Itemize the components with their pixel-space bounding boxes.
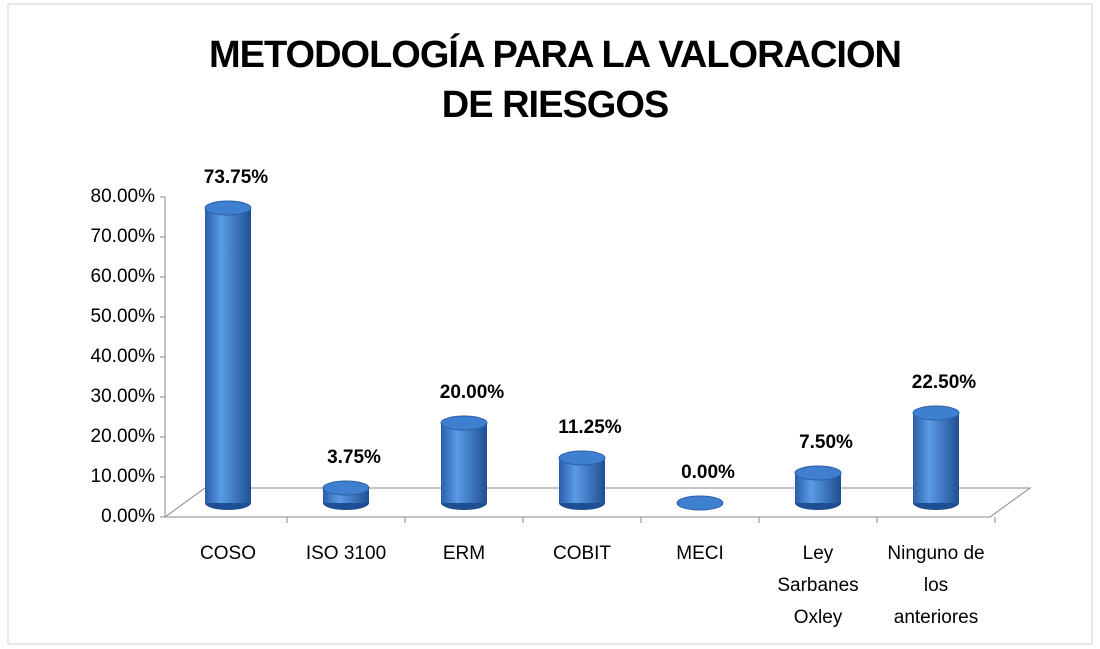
bar-top xyxy=(322,480,370,496)
bar-top xyxy=(440,415,488,431)
value-label: 20.00% xyxy=(440,382,505,403)
y-tick-label: 80.00% xyxy=(91,186,156,207)
y-tick-label: 10.00% xyxy=(91,466,156,487)
bar xyxy=(205,208,251,503)
x-tick-label: MECI xyxy=(676,543,724,564)
value-label: 22.50% xyxy=(912,372,977,393)
value-label: 3.75% xyxy=(327,447,381,468)
bar-top xyxy=(676,495,724,511)
value-label: 7.50% xyxy=(799,432,853,453)
bar-top xyxy=(558,450,606,466)
value-label: 11.25% xyxy=(558,417,621,438)
x-tick-label: ERM xyxy=(442,543,486,564)
y-tick-label: 70.00% xyxy=(91,226,156,247)
y-tick-label: 40.00% xyxy=(91,346,156,367)
chart-title: METODOLOGÍA PARA LA VALORACION DE RIESGO… xyxy=(209,34,902,126)
frame xyxy=(7,3,1093,645)
x-tick-label: ISO 3100 xyxy=(305,543,387,564)
value-label: 73.75% xyxy=(204,167,269,188)
y-tick-label: 30.00% xyxy=(91,386,156,407)
x-tick-label: Ley Sarbanes Oxley xyxy=(777,543,859,628)
y-tick-label: 50.00% xyxy=(91,306,156,327)
bar-top xyxy=(204,200,252,216)
value-label: 0.00% xyxy=(681,462,735,483)
x-tick-label: COSO xyxy=(200,543,256,564)
y-tick-label: 0.00% xyxy=(101,506,155,527)
y-tick-label: 20.00% xyxy=(91,426,156,447)
bar xyxy=(913,413,959,503)
x-tick-label: COBIT xyxy=(552,543,612,564)
y-tick-label: 60.00% xyxy=(91,266,156,287)
floor xyxy=(163,487,1032,518)
bar-top xyxy=(794,465,842,481)
bar xyxy=(441,423,487,503)
x-tick-label: Ninguno de los anteriores xyxy=(887,543,985,628)
bar-top xyxy=(912,405,960,421)
